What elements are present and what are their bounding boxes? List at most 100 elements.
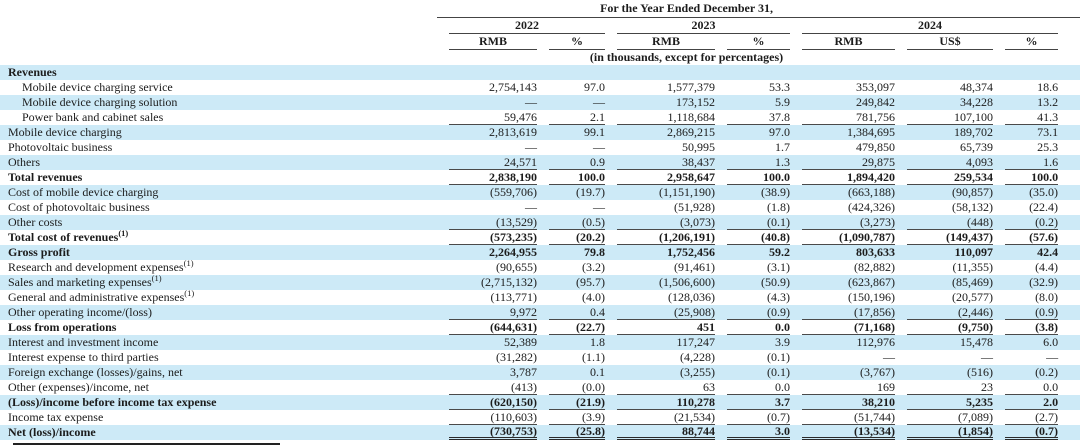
cell-value: —: [981, 350, 993, 364]
value-cell: (3,767): [790, 365, 895, 380]
table-row: Power bank and cabinet sales 59,476 2.1 1,1…: [0, 110, 1080, 125]
value-cell: (3,255): [605, 365, 715, 380]
cell-value: 29,875: [802, 155, 895, 170]
cell-value: (20,577): [952, 290, 993, 304]
cell-value: 1.7: [775, 140, 790, 154]
cell-value: (51,928): [674, 200, 715, 214]
cell-value: (32.9): [1029, 275, 1059, 289]
cell-value: 38,437: [617, 155, 715, 170]
value-cell: 42.4: [993, 245, 1080, 260]
footnote-marker: (1): [184, 290, 195, 298]
value-cell: 249,842: [790, 95, 895, 110]
row-label: Total revenues: [8, 170, 83, 184]
column-label: %: [727, 34, 790, 50]
cell-value: [549, 65, 605, 80]
cell-value: (9,750): [907, 320, 993, 335]
cell-value: (1,206,191): [617, 230, 715, 245]
cell-value: [802, 65, 895, 80]
cell-value: [727, 65, 790, 80]
cell-value: (3,073): [617, 215, 715, 230]
cell-value: 3.0: [727, 425, 790, 440]
value-cell: 6.0: [993, 335, 1080, 350]
cell-value: (1,506,600): [659, 275, 715, 289]
table-row: Cost of mobile device charging (559,706) (…: [0, 185, 1080, 200]
column-header: %: [537, 34, 605, 50]
row-label: Research and development expenses(1): [8, 260, 194, 274]
cell-value: (4.4): [1035, 260, 1059, 274]
cell-value: (4,228): [680, 350, 715, 364]
cell-value: 0.9: [549, 155, 605, 170]
cell-value: 50,995: [682, 140, 715, 154]
value-cell: (0.2): [993, 215, 1080, 230]
cell-value: 48,374: [960, 80, 993, 94]
value-cell: (17,856): [790, 305, 895, 320]
column-header: US$: [895, 34, 993, 50]
cell-value: 479,850: [856, 140, 895, 154]
year-label: 2022: [449, 18, 605, 34]
column-label: RMB: [449, 34, 537, 50]
table-row: Interest expense to third parties (31,282…: [0, 350, 1080, 365]
value-cell: (1.1): [537, 350, 605, 365]
cell-value: (620,150): [449, 395, 537, 410]
cell-value: (3.9): [549, 410, 605, 425]
value-cell: (20,577): [895, 290, 993, 305]
value-cell: (3.9): [537, 410, 605, 425]
cell-value: 6.0: [1043, 335, 1059, 349]
cell-value: (623,867): [848, 275, 895, 289]
value-cell: (0.2): [993, 365, 1080, 380]
value-cell: —: [437, 95, 537, 110]
value-cell: 110,097: [895, 245, 993, 260]
cell-value: [617, 65, 715, 80]
cell-value: (3.8): [1005, 320, 1059, 335]
value-cell: —: [537, 95, 605, 110]
row-label: Mobile device charging solution: [22, 95, 178, 109]
value-cell: (20.2): [537, 230, 605, 245]
cell-value: (663,188): [848, 185, 895, 199]
value-cell: 803,633: [790, 245, 895, 260]
value-cell: (150,196): [790, 290, 895, 305]
row-label: Photovoltaic business: [8, 140, 113, 154]
year-header-row: 2022 2023 2024: [0, 18, 1080, 34]
footnote-marker: (1): [118, 230, 129, 238]
value-cell: [790, 65, 895, 80]
cell-value: 2,958,647: [617, 170, 715, 185]
row-label: Other operating income/(loss): [8, 305, 152, 319]
cell-value: (0.1): [727, 215, 790, 230]
cell-value: 1.8: [590, 335, 605, 349]
value-cell: (3,273): [790, 215, 895, 230]
cell-value: (128,036): [668, 290, 715, 304]
value-cell: (91,461): [605, 260, 715, 275]
row-label: Loss from operations: [8, 320, 117, 334]
cell-value: 15,478: [960, 335, 993, 349]
value-cell: (0.7): [993, 425, 1080, 440]
value-cell: 110,278: [605, 395, 715, 410]
value-cell: 52,389: [437, 335, 537, 350]
value-cell: (413): [437, 380, 537, 395]
year-group-header: 2022: [437, 18, 605, 34]
cell-value: 0.4: [549, 305, 605, 320]
cell-value: (58,132): [952, 200, 993, 214]
value-cell: [895, 65, 993, 80]
cell-value: 25.3: [1037, 140, 1059, 154]
cell-value: —: [1046, 350, 1059, 364]
table-row: Foreign exchange (losses)/gains, net 3,78…: [0, 365, 1080, 380]
value-cell: 112,976: [790, 335, 895, 350]
cell-value: 110,097: [954, 245, 993, 259]
value-cell: —: [790, 350, 895, 365]
cell-value: (1,151,190): [659, 185, 715, 199]
value-cell: 41.3: [993, 110, 1080, 125]
cell-value: (51,744): [802, 410, 895, 425]
cell-value: 99.1: [584, 125, 605, 139]
value-cell: 5.9: [715, 95, 790, 110]
table-body: Revenues Mobile device charging service 2,…: [0, 65, 1080, 440]
value-cell: 0.1: [537, 365, 605, 380]
value-cell: 117,247: [605, 335, 715, 350]
value-cell: (113,771): [437, 290, 537, 305]
value-cell: (128,036): [605, 290, 715, 305]
value-cell: (31,282): [437, 350, 537, 365]
value-cell: —: [437, 140, 537, 155]
cell-value: (559,706): [490, 185, 537, 199]
value-cell: 1.3: [715, 155, 790, 170]
table-row: Research and development expenses(1) (90,…: [0, 260, 1080, 275]
value-cell: (50.9): [715, 275, 790, 290]
